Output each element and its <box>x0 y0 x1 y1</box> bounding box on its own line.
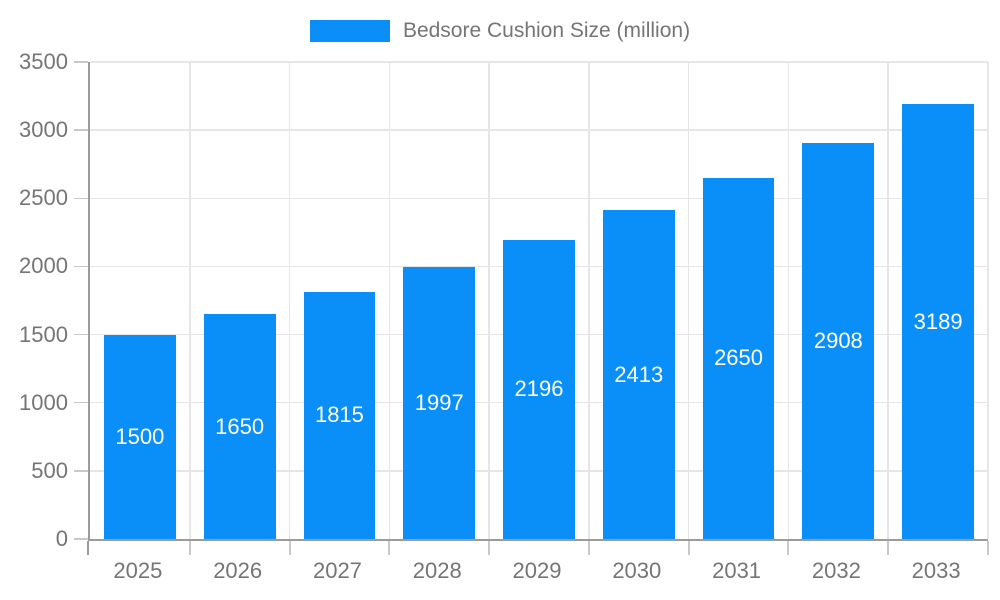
y-axis-tick <box>74 129 88 131</box>
horizontal-gridline <box>90 61 988 63</box>
bar[interactable]: 2196 <box>503 239 575 539</box>
x-axis-tick <box>787 541 790 555</box>
bar-value-label: 2196 <box>514 376 564 402</box>
y-axis-tick <box>74 197 88 200</box>
vertical-gridline <box>887 62 889 539</box>
x-axis-label: 2029 <box>512 558 562 583</box>
y-axis-label: 3000 <box>19 117 68 143</box>
x-axis-label: 2027 <box>312 558 362 583</box>
y-axis-label: 1500 <box>19 321 68 347</box>
y-axis-tick <box>74 61 88 63</box>
bar[interactable]: 1650 <box>203 314 276 539</box>
bar-value-label: 2650 <box>714 345 764 371</box>
x-axis-tick <box>687 541 690 555</box>
y-axis-label: 500 <box>31 457 68 483</box>
x-axis-tick <box>87 541 89 555</box>
x-axis-tick <box>388 541 391 555</box>
vertical-gridline <box>987 62 989 539</box>
bar-value-label: 1997 <box>414 389 464 415</box>
y-axis-tick <box>74 470 88 472</box>
vertical-gridline <box>687 62 690 539</box>
x-axis-tick <box>587 541 590 555</box>
bar[interactable]: 1997 <box>403 266 476 539</box>
x-axis-tick <box>288 541 291 555</box>
y-axis-tick <box>74 265 88 268</box>
vertical-gridline <box>288 62 291 539</box>
x-axis-tick <box>887 541 890 555</box>
y-axis-label: 1000 <box>19 389 68 415</box>
x-axis-tick <box>987 541 989 555</box>
y-axis-tick <box>74 401 88 404</box>
vertical-gridline <box>388 62 391 539</box>
vertical-gridline <box>488 62 490 539</box>
bar[interactable]: 1500 <box>103 334 176 539</box>
horizontal-gridline <box>90 197 988 200</box>
bar-value-label: 3189 <box>913 308 963 334</box>
y-axis-label: 3500 <box>19 49 68 74</box>
y-axis-label: 2000 <box>19 253 68 279</box>
horizontal-gridline <box>90 129 988 131</box>
y-axis-label: 0 <box>55 526 68 551</box>
bar[interactable]: 2413 <box>602 210 675 539</box>
x-axis-tick <box>188 541 191 555</box>
bar-value-label: 2413 <box>614 361 664 387</box>
y-axis-tick <box>74 538 88 540</box>
vertical-gridline <box>588 62 590 539</box>
x-axis-label: 2033 <box>911 558 961 583</box>
bar[interactable]: 2908 <box>802 142 875 539</box>
vertical-gridline <box>189 62 191 539</box>
legend[interactable]: Bedsore Cushion Size (million) <box>0 18 1000 44</box>
y-axis-tick <box>74 333 88 336</box>
y-axis: 0 500 1000 1500 2000 2500 3000 3500 <box>0 51 68 550</box>
x-axis-label: 2028 <box>412 558 462 583</box>
x-axis: 2025 2026 2027 2028 2029 2030 2031 2032 2033 <box>88 558 986 584</box>
bar[interactable]: 2650 <box>702 177 775 539</box>
bar-value-label: 2908 <box>813 327 863 353</box>
legend-swatch-icon <box>309 20 390 42</box>
vertical-gridline <box>787 62 790 539</box>
x-axis-label: 2030 <box>612 558 662 583</box>
y-axis-label: 2500 <box>19 185 68 211</box>
x-axis-tick <box>488 541 491 555</box>
x-axis-label: 2025 <box>113 558 163 583</box>
bar-value-label: 1650 <box>215 413 265 439</box>
plot-area: 1500 1650 1815 1997 2196 2413 2650 2908 3189 <box>74 61 989 555</box>
x-axis-label: 2032 <box>811 558 861 583</box>
bar-value-label: 1500 <box>115 423 165 449</box>
bar[interactable]: 1815 <box>303 291 376 539</box>
x-axis-label: 2031 <box>712 558 762 583</box>
legend-label: Bedsore Cushion Size (million) <box>402 19 691 42</box>
x-axis-label: 2026 <box>213 558 263 583</box>
bar-value-label: 1815 <box>314 402 364 428</box>
bar[interactable]: 3189 <box>902 104 975 539</box>
